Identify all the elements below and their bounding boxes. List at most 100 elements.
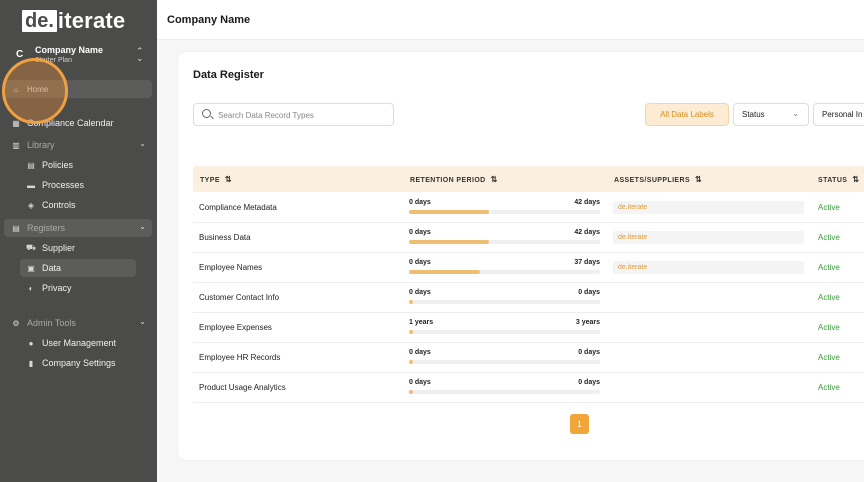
table-row[interactable]: Customer Contact Info 0 days 0 days Active	[193, 283, 864, 313]
pagination-page-1[interactable]: 1	[570, 414, 589, 434]
retention-max: 0 days	[578, 289, 600, 296]
status-filter-label: Status	[742, 110, 765, 119]
sidebar-item-label: Controls	[42, 200, 76, 210]
sidebar-item-label: Company Settings	[42, 358, 116, 368]
retention-bar-fill	[409, 330, 413, 334]
company-name: Company Name	[35, 45, 104, 55]
sidebar-item-label: Policies	[42, 160, 74, 170]
sidebar-item-processes[interactable]: ▬ Processes	[20, 176, 136, 194]
supplier-tag[interactable]: de.iterate	[613, 261, 804, 274]
sidebar-item-company-settings[interactable]: ▮ Company Settings	[20, 354, 136, 372]
table-row[interactable]: Compliance Metadata 0 days 42 days de.itera…	[193, 193, 864, 223]
column-retention-period[interactable]: RETENTION PERIOD ⇅	[410, 175, 498, 184]
sort-icon: ⇅	[224, 175, 232, 184]
sidebar-item-label: Privacy	[42, 283, 72, 293]
sidebar-item-label: Supplier	[42, 243, 76, 253]
row-type: Compliance Metadata	[199, 203, 277, 212]
logo-mark: de.	[22, 10, 57, 32]
sidebar-section-label: Admin Tools	[27, 318, 76, 328]
retention-bar	[409, 270, 600, 274]
shield-icon: ◈	[27, 200, 35, 210]
row-type: Business Data	[199, 233, 251, 242]
sidebar-item-policies[interactable]: ▤ Policies	[20, 156, 136, 174]
admin-tools-icon: ⚙	[12, 318, 20, 328]
supplier-tag[interactable]: de.iterate	[613, 201, 804, 214]
retention-max: 37 days	[574, 259, 600, 266]
sidebar-section-label: Library	[27, 140, 55, 150]
all-data-labels-button[interactable]: All Data Labels	[645, 103, 729, 126]
status-filter[interactable]: Status ⌄	[733, 103, 809, 126]
supplier-tag[interactable]: de.iterate	[613, 231, 804, 244]
sidebar-item-privacy[interactable]: ◐ Privacy	[20, 279, 136, 297]
sidebar-item-controls[interactable]: ◈ Controls	[20, 196, 136, 214]
status-badge: Active	[818, 293, 840, 302]
retention-bar	[409, 330, 600, 334]
sidebar-item-data[interactable]: ▣ Data	[20, 259, 136, 277]
processes-icon: ▬	[27, 180, 35, 190]
status-badge: Active	[818, 203, 840, 212]
sidebar-item-label: Processes	[42, 180, 85, 190]
table-row[interactable]: Employee HR Records 0 days 0 days Active	[193, 343, 864, 373]
page-header-title: Company Name	[167, 14, 251, 26]
retention-bar	[409, 390, 600, 394]
sort-icon: ⇅	[695, 175, 703, 184]
search-box[interactable]	[193, 103, 394, 126]
row-type: Employee Expenses	[199, 323, 272, 332]
row-type: Product Usage Analytics	[199, 383, 286, 392]
page-title: Data Register	[193, 69, 264, 81]
search-input[interactable]	[218, 107, 388, 123]
retention-bar-fill	[409, 360, 413, 364]
status-badge: Active	[818, 233, 840, 242]
retention-max: 3 years	[575, 319, 600, 326]
table-row[interactable]: Product Usage Analytics 0 days 0 days Activ…	[193, 373, 864, 403]
privacy-icon: ◐	[28, 283, 34, 293]
retention-bar	[409, 360, 600, 364]
column-type[interactable]: TYPE ⇅	[200, 175, 232, 184]
sidebar-section-admin-tools[interactable]: ⚙ Admin Tools ⌄	[4, 314, 152, 332]
sidebar-item-user-management[interactable]: ● User Management	[20, 334, 136, 352]
sidebar-item-compliance-calendar[interactable]: ▦ Compliance Calendar	[4, 114, 152, 132]
table-header: TYPE ⇅ RETENTION PERIOD ⇅ ASSETS/SUPPLIERS…	[193, 166, 864, 192]
retention-bar-fill	[409, 240, 489, 244]
table-row[interactable]: Employee Expenses 1 years 3 years Active	[193, 313, 864, 343]
status-badge: Active	[818, 323, 840, 332]
click-indicator	[2, 58, 68, 124]
chevron-down-icon: ⌄	[139, 317, 146, 326]
retention-min: 0 days	[409, 229, 431, 236]
sort-icon: ⇅	[490, 175, 498, 184]
retention-max: 42 days	[574, 229, 600, 236]
row-type: Employee HR Records	[199, 353, 281, 362]
retention-max: 0 days	[578, 349, 600, 356]
retention-bar	[409, 300, 600, 304]
retention-bar	[409, 210, 600, 214]
status-badge: Active	[818, 353, 840, 362]
truck-icon: ⛟	[25, 243, 37, 252]
company-switcher[interactable]: C Company Name Starter Plan ⌃ ⌄	[0, 42, 157, 68]
sidebar-item-label: Compliance Calendar	[27, 118, 114, 128]
brand-logo[interactable]: de. iterate	[22, 8, 126, 33]
document-icon: ▤	[27, 160, 35, 170]
sidebar-section-label: Registers	[27, 223, 66, 233]
row-type: Employee Names	[199, 263, 263, 272]
table-row[interactable]: Employee Names 0 days 37 days de.iterate Act…	[193, 253, 864, 283]
status-badge: Active	[818, 263, 840, 272]
logo-text: iterate	[57, 8, 126, 33]
row-type: Customer Contact Info	[199, 293, 280, 302]
user-icon: ●	[28, 338, 34, 348]
retention-min: 1 years	[409, 319, 434, 326]
column-assets-suppliers[interactable]: ASSETS/SUPPLIERS ⇅	[614, 175, 703, 184]
sidebar-item-supplier[interactable]: ⛟ Supplier	[20, 239, 136, 257]
table-row[interactable]: Business Data 0 days 42 days de.iterate Acti…	[193, 223, 864, 253]
chevron-down-icon: ⌄	[139, 139, 146, 148]
retention-max: 0 days	[578, 379, 600, 386]
sidebar-section-registers[interactable]: ▤ Registers ⌄	[4, 219, 152, 237]
sidebar-item-label: User Management	[42, 338, 117, 348]
column-status[interactable]: STATUS ⇅	[818, 175, 860, 184]
sidebar-section-library[interactable]: ▥ Library ⌄	[4, 136, 152, 154]
chevron-up-down-icon: ⌃ ⌄	[136, 46, 144, 63]
data-register-card: Data Register All Data Labels Status ⌄ P…	[178, 52, 864, 460]
sidebar-item-label: Data	[42, 263, 62, 273]
retention-min: 0 days	[409, 349, 431, 356]
personal-info-filter[interactable]: Personal In	[813, 103, 864, 126]
library-icon: ▥	[12, 140, 20, 150]
